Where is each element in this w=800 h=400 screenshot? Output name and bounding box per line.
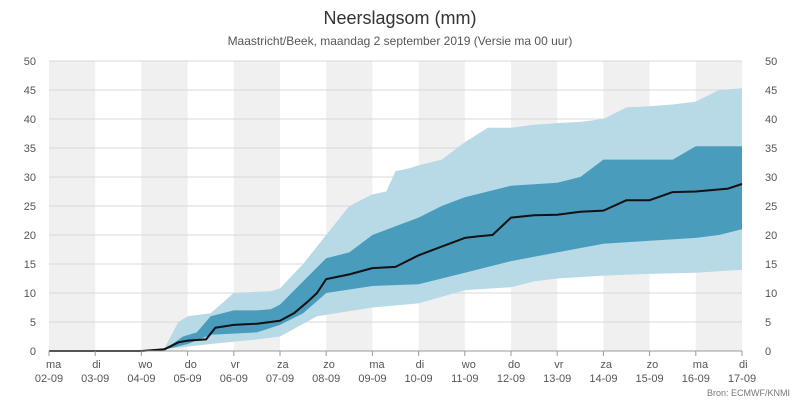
x-tick-date-label: 02-09 bbox=[35, 373, 63, 385]
y-tick-label-right: 0 bbox=[765, 346, 771, 358]
y-tick-label-left: 40 bbox=[24, 114, 36, 126]
x-tick-day-label: wo bbox=[137, 359, 152, 371]
x-tick-day-label: ma bbox=[369, 359, 385, 371]
y-tick-label-right: 30 bbox=[765, 172, 777, 184]
median-line bbox=[49, 183, 743, 352]
y-tick-label-right: 15 bbox=[765, 259, 777, 271]
x-tick-day-label: di bbox=[416, 359, 425, 371]
y-tick-label-right: 40 bbox=[765, 114, 777, 126]
y-tick-label-left: 30 bbox=[24, 172, 36, 184]
y-tick-label-left: 35 bbox=[24, 143, 36, 155]
x-tick-day-label: di bbox=[92, 359, 101, 371]
y-axis-right: 0 5 10 15 20 25 30 35 40 45 50 bbox=[765, 56, 777, 358]
y-tick-label-right: 20 bbox=[765, 230, 777, 242]
x-tick-day-label: ma bbox=[46, 359, 62, 371]
x-tick-day-label: ma bbox=[693, 359, 709, 371]
x-tick-day-label: zo bbox=[647, 359, 659, 371]
x-tick-date-label: 14-09 bbox=[589, 373, 617, 385]
y-tick-label-right: 35 bbox=[765, 143, 777, 155]
x-tick-day-label: do bbox=[508, 359, 520, 371]
y-tick-label-right: 10 bbox=[765, 288, 777, 300]
y-axis-left: 0 5 10 15 20 25 30 35 40 45 50 bbox=[24, 56, 36, 358]
source-credit: Bron: ECMWF/KNMI bbox=[707, 388, 790, 398]
chart-subtitle: Maastricht/Beek, maandag 2 september 201… bbox=[228, 34, 573, 48]
x-tick-date-label: 03-09 bbox=[81, 373, 109, 385]
x-tick-day-label: zo bbox=[323, 359, 335, 371]
x-tick-day-label: do bbox=[185, 359, 197, 371]
y-tick-label-right: 50 bbox=[765, 56, 777, 68]
y-tick-label-left: 45 bbox=[24, 85, 36, 97]
x-tick-date-label: 06-09 bbox=[220, 373, 248, 385]
chart-title: Neerslagsom (mm) bbox=[323, 8, 476, 28]
x-tick-date-label: 13-09 bbox=[543, 373, 571, 385]
x-tick-date-label: 04-09 bbox=[127, 373, 155, 385]
x-tick-date-label: 07-09 bbox=[266, 373, 294, 385]
y-tick-label-left: 15 bbox=[24, 259, 36, 271]
x-axis-ticks: ma 02-09 di 03-09 wo 04-09 do 05-09 vr 06-09 za 07-… bbox=[35, 351, 756, 385]
y-tick-label-left: 25 bbox=[24, 201, 36, 213]
y-tick-label-left: 20 bbox=[24, 230, 36, 242]
x-tick-date-label: 05-09 bbox=[174, 373, 202, 385]
x-tick-day-label: wo bbox=[461, 359, 476, 371]
x-tick-date-label: 15-09 bbox=[636, 373, 664, 385]
x-tick-date-label: 08-09 bbox=[312, 373, 340, 385]
y-tick-label-left: 50 bbox=[24, 56, 36, 68]
y-tick-label-left: 0 bbox=[30, 346, 36, 358]
x-tick-day-label: vr bbox=[554, 359, 564, 371]
x-tick-day-label: di bbox=[739, 359, 748, 371]
x-tick-day-label: vr bbox=[231, 359, 241, 371]
x-tick-date-label: 10-09 bbox=[405, 373, 433, 385]
y-tick-label-right: 25 bbox=[765, 201, 777, 213]
outer-uncertainty-band bbox=[49, 88, 742, 352]
x-tick-day-label: za bbox=[600, 359, 613, 371]
y-tick-label-left: 10 bbox=[24, 288, 36, 300]
y-tick-label-right: 5 bbox=[765, 317, 771, 329]
x-tick-date-label: 09-09 bbox=[358, 373, 386, 385]
x-tick-date-label: 12-09 bbox=[497, 373, 525, 385]
x-tick-day-label: za bbox=[277, 359, 290, 371]
y-tick-label-right: 45 bbox=[765, 85, 777, 97]
x-tick-date-label: 17-09 bbox=[728, 373, 756, 385]
inner-uncertainty-band bbox=[49, 146, 742, 351]
x-tick-date-label: 11-09 bbox=[451, 373, 478, 385]
x-tick-date-label: 16-09 bbox=[682, 373, 710, 385]
y-tick-label-left: 5 bbox=[30, 317, 36, 329]
